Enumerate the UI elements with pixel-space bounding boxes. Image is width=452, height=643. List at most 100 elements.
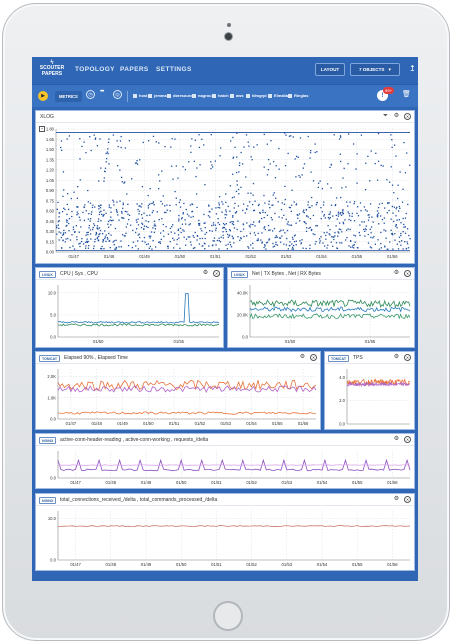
x-tick-label: 01/50 (285, 339, 296, 344)
xlog-point (334, 204, 337, 206)
xlog-point (232, 156, 235, 159)
xlog-point (266, 242, 268, 244)
xlog-point (402, 248, 404, 250)
home-button[interactable] (213, 601, 243, 631)
xlog-point (137, 248, 139, 250)
close-icon[interactable]: ✕ (404, 113, 411, 120)
xlog-point (79, 138, 81, 140)
xlog-point (286, 223, 289, 225)
server-chip[interactable]: dbresource (167, 93, 195, 98)
xlog-point (153, 220, 156, 222)
gear-icon[interactable]: ⚙ (393, 496, 400, 502)
gear-icon[interactable]: ⚙ (393, 436, 400, 442)
logo-line1: SCOUTER (39, 65, 65, 71)
alert-icon[interactable]: ! (377, 90, 388, 101)
close-icon[interactable]: ✕ (213, 270, 220, 277)
xlog-point (245, 208, 248, 210)
play-icon[interactable]: ▶ (38, 91, 48, 101)
server-chip[interactable]: host (133, 93, 147, 98)
xlog-point (269, 229, 271, 231)
nav-papers[interactable]: PAPERS (120, 66, 149, 73)
close-icon[interactable]: ✕ (404, 436, 411, 443)
objects-dropdown[interactable]: 7 OBJECTS ▾ (350, 63, 400, 76)
server-chip[interactable]: aws (230, 93, 244, 98)
zoom-reset-button[interactable]: + (39, 126, 45, 132)
server-chip[interactable]: jemma (148, 93, 167, 98)
bolt-icon: ϟ (50, 60, 54, 66)
xlog-point (398, 236, 401, 238)
nav-topology[interactable]: TOPOLOGY (75, 66, 115, 73)
server-chip[interactable]: Elmalla (268, 93, 288, 98)
panel-title: Elapsed 90% , Elapsed Time (64, 355, 128, 361)
x-tick-label: 01/56 (298, 421, 309, 426)
x-tick-label: 01/49 (139, 254, 150, 259)
xlog-point (229, 241, 231, 243)
cpu-chart[interactable]: 0.0 5.0 10.0 01/50 01/55 (36, 281, 223, 347)
xlog-point (251, 159, 253, 161)
gear-icon[interactable]: ⚙ (393, 113, 400, 119)
xlog-point (64, 232, 67, 234)
connections-chart[interactable]: 0.0 01/47 01/48 01/49 01/50 01/51 01/52 01/53 01… (36, 447, 414, 488)
xlog-point (323, 215, 325, 217)
nav-settings[interactable]: SETTINGS (156, 66, 192, 73)
server-chip[interactable]: nagrou (192, 93, 212, 98)
trash-icon[interactable]: 🗑 (402, 91, 411, 98)
xlog-point (372, 237, 374, 239)
xlog-chart[interactable]: 0.00 0.15 0.30 0.45 0.60 0.75 0.90 1.05 1.20 1.35… (36, 125, 414, 264)
xlog-point (104, 237, 106, 240)
close-icon[interactable]: ✕ (404, 354, 411, 361)
xlog-point (222, 237, 224, 239)
xlog-point (137, 208, 139, 211)
xlog-point (242, 209, 244, 212)
net-chart[interactable]: 0.0 20.0K 40.0K 01/50 01/55 (228, 281, 414, 347)
close-icon[interactable]: ✕ (310, 354, 317, 361)
gear-icon[interactable]: ⚙ (299, 354, 306, 360)
gear-icon[interactable]: ⚙ (393, 354, 400, 360)
elapsed-chart[interactable]: 0.0 1.0K 2.0K 01/47 01/48 01/49 01/50 01/51 01/5… (36, 365, 320, 429)
xlog-point (141, 185, 144, 188)
xlog-point (381, 218, 384, 221)
xlog-point (246, 235, 248, 237)
xlog-point (66, 224, 68, 227)
xlog-point (225, 222, 227, 225)
xlog-point (125, 226, 127, 228)
totals-chart[interactable]: 0.0 10.0 01/47 01/48 01/49 01/50 01/51 01/52 01/… (36, 507, 414, 570)
xlog-point (339, 135, 342, 137)
xlog-point (276, 236, 278, 238)
xlog-point (56, 227, 58, 229)
xlog-point (305, 227, 308, 229)
panel-title: active-conn-header-reading , active-conn… (60, 437, 209, 443)
close-icon[interactable]: ✕ (404, 496, 411, 503)
xlog-point (353, 202, 355, 205)
xlog-point (326, 231, 328, 234)
server-chip[interactable]: hatch (212, 93, 229, 98)
xlog-point (289, 241, 291, 243)
globe-icon[interactable]: ◎ (113, 90, 122, 99)
filter-icon[interactable]: ⏷ (383, 113, 388, 119)
xlog-point (233, 227, 236, 229)
xlog-point (394, 239, 396, 241)
server-chip[interactable]: tilmgrpl (246, 93, 267, 98)
fullscreen-icon[interactable]: ↥ (409, 64, 416, 73)
layout-button[interactable]: LAYOUT (315, 63, 345, 76)
metrics-button[interactable]: METRICS (55, 91, 82, 102)
more-icon[interactable]: ••• (100, 89, 104, 95)
server-chip[interactable]: Ringlas (288, 93, 308, 98)
xlog-point (122, 207, 124, 209)
app-logo[interactable]: ϟ SCOUTER PAPERS (38, 60, 66, 77)
gear-icon[interactable]: ⚙ (202, 270, 209, 276)
xlog-point (395, 225, 397, 227)
xlog-point (138, 213, 140, 215)
xlog-point (67, 208, 70, 211)
clock-icon[interactable]: ◷ (86, 90, 95, 99)
xlog-point (299, 240, 301, 242)
xlog-point (228, 235, 230, 237)
close-icon[interactable]: ✕ (404, 270, 411, 277)
xlog-point (326, 247, 328, 249)
xlog-point (290, 210, 292, 213)
xlog-point (141, 223, 144, 225)
gear-icon[interactable]: ⚙ (393, 270, 400, 276)
tps-chart[interactable]: 0.0 2.0 4.0 (325, 365, 414, 429)
xlog-point (257, 204, 260, 207)
xlog-point (204, 184, 206, 186)
